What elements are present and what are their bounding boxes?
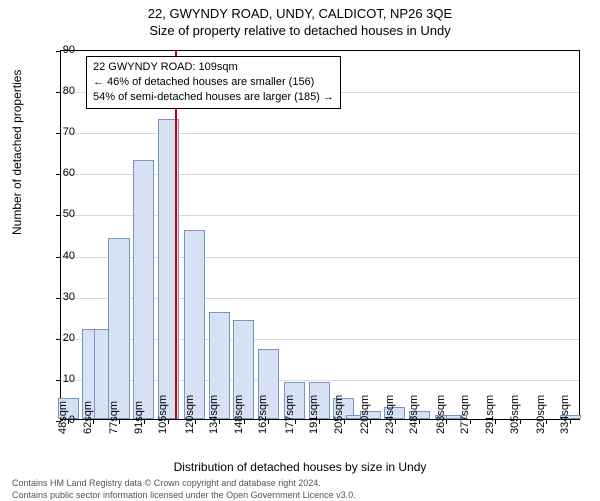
y-axis-label: Number of detached properties	[10, 70, 24, 235]
chart-subtitle: Size of property relative to detached ho…	[0, 23, 600, 40]
attribution-line-1: Contains HM Land Registry data © Crown c…	[12, 477, 356, 489]
chart-title: 22, GWYNDY ROAD, UNDY, CALDICOT, NP26 3Q…	[0, 0, 600, 23]
chart-container: 22, GWYNDY ROAD, UNDY, CALDICOT, NP26 3Q…	[0, 0, 600, 500]
info-line-2: ← 46% of detached houses are smaller (15…	[93, 75, 334, 90]
y-tick-label: 80	[45, 85, 75, 97]
y-tick-label: 20	[45, 332, 75, 344]
attribution-line-2: Contains public sector information licen…	[12, 489, 356, 501]
histogram-bar	[184, 230, 205, 419]
y-tick-label: 70	[45, 126, 75, 138]
y-tick-label: 10	[45, 373, 75, 385]
histogram-bar	[133, 160, 154, 419]
histogram-bar	[108, 238, 129, 419]
y-tick-label: 30	[45, 291, 75, 303]
gridline	[61, 133, 579, 134]
y-tick-label: 60	[45, 167, 75, 179]
chart-area: 22 GWYNDY ROAD: 109sqm ← 46% of detached…	[60, 50, 580, 420]
y-tick-label: 90	[45, 44, 75, 56]
y-tick-label: 50	[45, 208, 75, 220]
y-tick-label: 40	[45, 250, 75, 262]
attribution: Contains HM Land Registry data © Crown c…	[12, 477, 356, 501]
x-axis-label: Distribution of detached houses by size …	[0, 460, 600, 474]
info-box: 22 GWYNDY ROAD: 109sqm ← 46% of detached…	[86, 56, 341, 109]
info-line-1: 22 GWYNDY ROAD: 109sqm	[93, 60, 334, 75]
info-line-3: 54% of semi-detached houses are larger (…	[93, 90, 334, 105]
